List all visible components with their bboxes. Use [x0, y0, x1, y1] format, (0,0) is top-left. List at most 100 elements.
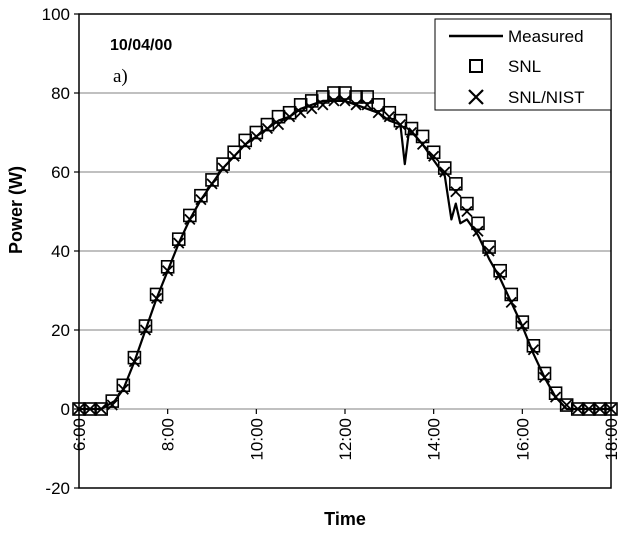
- snl-nist-x-marker: [461, 205, 473, 218]
- snl-nist-x-marker: [283, 111, 296, 123]
- snl-nist-x-marker: [84, 403, 96, 415]
- y-tick-label: 60: [51, 163, 70, 182]
- snl-square-marker: [460, 196, 474, 211]
- snl-nist-x-marker: [162, 265, 174, 277]
- snl-nist-x-marker: [261, 122, 274, 135]
- x-axis-title: Time: [324, 509, 366, 529]
- snl-nist-x-marker: [150, 292, 163, 305]
- y-axis-ticks: -20 0 20 40 60 80 100: [42, 5, 79, 498]
- snl-nist-x-marker: [483, 245, 495, 257]
- snl-square-marker: [282, 105, 297, 120]
- snl-square-marker: [360, 90, 374, 104]
- snl-square-marker: [171, 232, 186, 246]
- snl-square-marker: [493, 263, 507, 278]
- snl-nist-x-marker: [472, 225, 484, 237]
- snl-nist-x-marker: [339, 95, 351, 107]
- snl-nist-x-marker: [494, 269, 506, 281]
- snl-nist-x-marker: [306, 103, 318, 115]
- x-tick-label: 14:00: [425, 418, 444, 461]
- snl-nist-x-marker: [538, 371, 551, 384]
- snl-nist-x-marker: [450, 186, 462, 198]
- snl-nist-x-marker: [295, 107, 307, 119]
- legend-label-measured: Measured: [508, 27, 584, 46]
- snl-nist-x-marker: [184, 213, 196, 226]
- snl-square-marker: [160, 259, 175, 274]
- x-tick-label: 18:00: [602, 418, 618, 461]
- snl-nist-x-marker: [361, 99, 373, 111]
- snl-square-marker: [271, 109, 286, 124]
- y-tick-label: 40: [51, 242, 70, 261]
- snl-square-marker: [338, 86, 352, 100]
- snl-nist-x-marker: [416, 138, 429, 150]
- snl-nist-x-marker: [117, 383, 129, 395]
- snl-nist-x-marker: [372, 107, 384, 119]
- snl-square-marker: [382, 105, 397, 120]
- snl-nist-x-marker: [405, 126, 418, 139]
- snl-square-marker: [183, 208, 197, 223]
- snl-square-marker: [471, 216, 485, 231]
- series-line-measured: [79, 99, 611, 411]
- snl-square-marker: [116, 378, 131, 393]
- snl-square-marker: [548, 386, 563, 401]
- snl-square-marker: [216, 157, 230, 171]
- legend-box: [434, 18, 612, 111]
- snl-nist-x-marker: [516, 320, 528, 332]
- snl-nist-x-marker: [139, 324, 152, 336]
- date-annotation: 10/04/00: [110, 37, 172, 54]
- snl-nist-x-marker: [328, 95, 340, 107]
- snl-square-marker: [426, 145, 441, 160]
- series-layer: [72, 86, 618, 416]
- snl-square-marker: [515, 315, 530, 329]
- snl-nist-x-marker: [439, 166, 451, 178]
- snl-nist-x-marker: [95, 403, 107, 415]
- snl-nist-x-marker: [272, 118, 285, 131]
- snl-square-marker: [327, 86, 341, 100]
- x-tick-label: 6:00: [70, 418, 89, 451]
- snl-nist-x-marker: [106, 399, 118, 411]
- x-tick-label: 8:00: [159, 418, 178, 451]
- snl-nist-x-marker: [594, 403, 606, 415]
- snl-square-marker: [105, 394, 120, 408]
- snl-nist-x-marker: [317, 99, 329, 111]
- snl-nist-x-marker: [128, 355, 141, 368]
- snl-square-marker: [526, 338, 541, 353]
- snl-square-marker: [504, 287, 519, 302]
- y-tick-label: 20: [51, 321, 70, 340]
- snl-square-marker: [194, 188, 208, 203]
- snl-nist-x-marker: [572, 403, 584, 415]
- legend-x-marker: [468, 89, 484, 105]
- snl-nist-x-marker: [383, 111, 395, 123]
- panel-label: a): [113, 66, 128, 87]
- snl-nist-x-marker: [428, 150, 440, 162]
- snl-square-marker: [149, 287, 164, 302]
- snl-nist-x-marker: [549, 391, 562, 403]
- snl-nist-x-marker: [250, 130, 262, 143]
- snl-square-marker: [593, 402, 607, 416]
- snl-square-marker: [482, 240, 496, 254]
- snl-nist-x-marker: [239, 138, 251, 150]
- y-axis-title: Power (W): [6, 166, 26, 254]
- snl-nist-x-marker: [561, 399, 573, 411]
- snl-nist-x-marker: [527, 344, 540, 356]
- snl-square-marker: [227, 145, 241, 160]
- x-axis-ticks: 6:00 8:00 10:00 12:00 14:00 16:00 18:00: [70, 409, 618, 461]
- snl-square-marker: [205, 173, 219, 187]
- snl-square-marker: [582, 402, 596, 416]
- legend-label-snl-nist: SNL/NIST: [508, 88, 585, 107]
- snl-square-marker: [449, 177, 463, 191]
- snl-square-marker: [437, 161, 452, 175]
- grid-lines: [79, 92, 611, 410]
- x-tick-label: 16:00: [513, 418, 532, 461]
- snl-nist-x-marker: [195, 194, 207, 206]
- snl-square-marker: [371, 98, 386, 112]
- y-tick-label: 80: [51, 84, 70, 103]
- snl-nist-x-marker: [217, 162, 229, 174]
- snl-nist-x-marker: [206, 178, 218, 190]
- y-tick-label: -20: [45, 479, 70, 498]
- snl-nist-x-marker: [583, 403, 595, 415]
- snl-square-marker: [83, 402, 97, 416]
- legend: Measured SNL SNL/NIST: [434, 18, 612, 111]
- snl-square-marker: [127, 350, 142, 365]
- x-tick-label: 12:00: [336, 418, 355, 461]
